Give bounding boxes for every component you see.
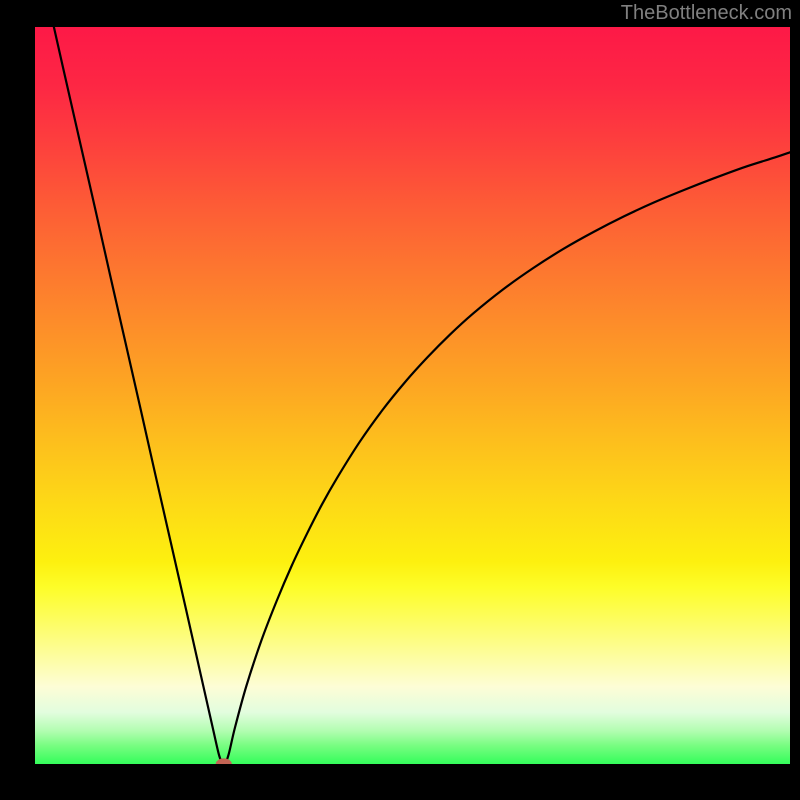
curve-layer <box>35 27 790 764</box>
minimum-marker <box>216 759 231 764</box>
chart-container: TheBottleneck.com <box>0 0 800 800</box>
bottleneck-curve <box>54 27 790 764</box>
plot-area <box>35 27 790 764</box>
watermark-text: TheBottleneck.com <box>621 2 792 25</box>
